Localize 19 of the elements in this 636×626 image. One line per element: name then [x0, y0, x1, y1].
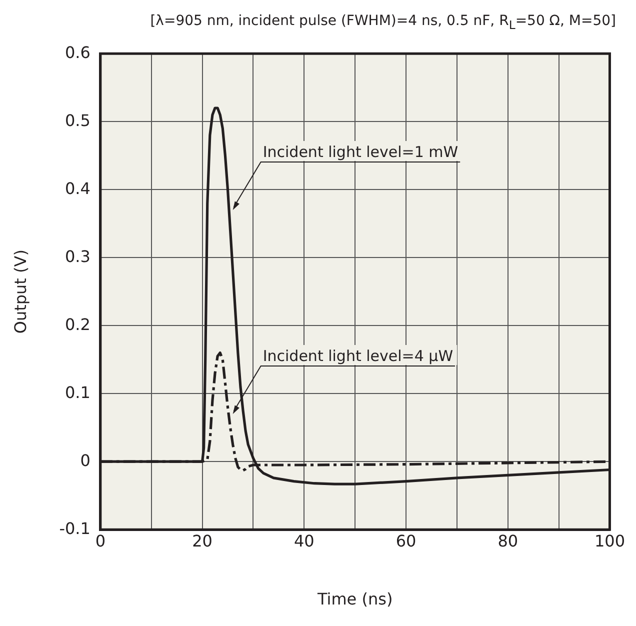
annotation: Incident light level=4 µW	[262, 347, 454, 365]
y-tick-label: 0.6	[64, 42, 90, 62]
y-tick-label: 0	[80, 450, 90, 470]
y-tick-label: 0.1	[64, 382, 90, 402]
annotation: Incident light level=1 mW	[262, 143, 458, 161]
x-tick-label: 60	[396, 531, 416, 550]
x-axis-title: Time (ns)	[316, 590, 393, 609]
y-tick-label: 0.5	[64, 110, 90, 130]
y-axis-title: Output (V)	[10, 250, 30, 334]
chart-title: [λ=905 nm, incident pulse (FWHM)=4 ns, 0.5 nF, R$_{L}$=50 Ω, M=50]	[149, 12, 617, 34]
y-tick-label: 0.4	[64, 178, 90, 198]
x-tick-label: 0	[95, 531, 106, 550]
x-tick-label: 20	[192, 531, 212, 550]
y-tick-label: 0.3	[64, 246, 90, 266]
x-tick-label: 100	[594, 531, 626, 550]
x-tick-label: 80	[498, 531, 518, 550]
x-tick-label: 40	[294, 531, 314, 550]
y-tick-label: 0.2	[64, 314, 90, 334]
y-tick-label: -0.1	[59, 518, 90, 538]
